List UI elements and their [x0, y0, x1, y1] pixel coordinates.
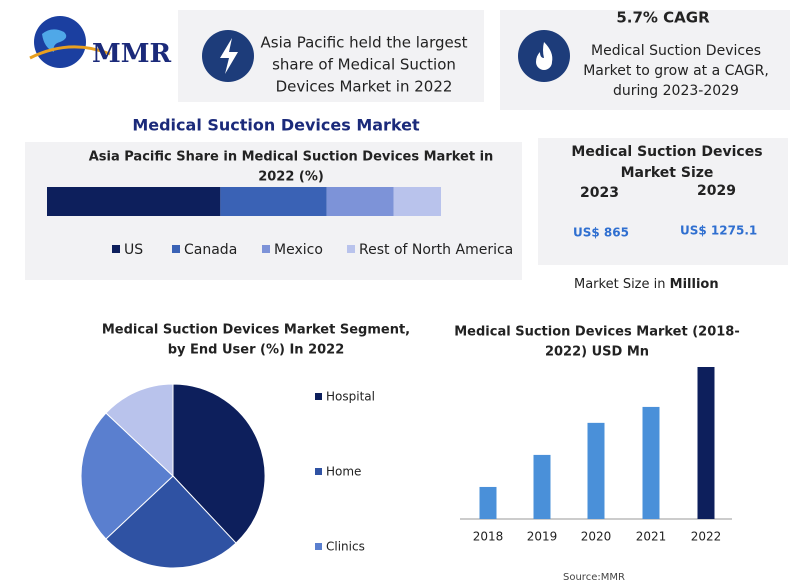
bolt-icon [220, 38, 238, 74]
legend-label: US [124, 242, 143, 258]
size-title: Market Size [621, 165, 714, 181]
size-note: Market Size in Million [574, 277, 719, 292]
bar [587, 422, 605, 519]
globe-land [42, 29, 67, 52]
main-title: Medical Suction Devices Market [132, 116, 420, 135]
bar-segment [393, 187, 441, 216]
pie-slice [80, 412, 174, 540]
logo-text: MMR [92, 39, 172, 69]
highlight-text: Asia Pacific held the largest [261, 34, 468, 52]
logo: MMR [29, 16, 172, 69]
bar-segment [220, 187, 327, 216]
chart-title: Asia Pacific Share in Medical Suction De… [89, 150, 494, 165]
highlight-text: during 2023-2029 [613, 83, 739, 99]
bar [697, 367, 715, 519]
year-label: 2029 [697, 183, 736, 199]
flame-icon [536, 42, 553, 70]
bar-segment [326, 187, 394, 216]
legend-swatch [315, 543, 322, 550]
pie-slice [172, 383, 266, 544]
x-tick-label: 2018 [473, 530, 504, 544]
legend-label: Canada [184, 242, 237, 258]
legend-label: Rest of North America [359, 242, 513, 258]
source: Source:MMR [563, 572, 625, 581]
pie-slice [105, 475, 237, 569]
legend-label: Hospital [326, 390, 375, 404]
highlight-text: Devices Market in 2022 [276, 78, 453, 96]
note-unit: Million [670, 277, 719, 292]
x-tick-label: 2019 [527, 530, 558, 544]
legend-swatch [315, 468, 322, 475]
chart-title: by End User (%) In 2022 [168, 343, 345, 358]
bar-segment [47, 187, 221, 216]
swoosh [29, 45, 111, 60]
size-value: US$ 865 [573, 226, 629, 240]
legend-swatch [262, 245, 270, 253]
legend-swatch [172, 245, 180, 253]
panel [538, 138, 788, 265]
bar [533, 454, 551, 519]
size-value: US$ 1275.1 [680, 224, 757, 238]
highlight-text: Market to grow at a CAGR, [583, 63, 769, 79]
bar [642, 406, 660, 519]
legend-label: Clinics [326, 540, 365, 554]
year-label: 2023 [580, 185, 619, 201]
legend-swatch [315, 393, 322, 400]
highlight-text: share of Medical Suction [272, 56, 456, 74]
pie-slice [105, 383, 174, 478]
cagr-title: 5.7% CAGR [616, 9, 710, 27]
chart-title: Medical Suction Devices Market Segment, [102, 323, 410, 338]
chart-title: 2022) USD Mn [545, 345, 649, 360]
chart-title: 2022 (%) [258, 170, 324, 185]
chart-title: Medical Suction Devices Market (2018- [454, 325, 740, 340]
legend-label: Home [326, 465, 361, 479]
legend-swatch [112, 245, 120, 253]
x-tick-label: 2022 [691, 530, 722, 544]
size-title: Medical Suction Devices [571, 144, 762, 160]
x-tick-label: 2021 [636, 530, 667, 544]
legend-swatch [347, 245, 355, 253]
note-text: Market Size in [574, 277, 666, 292]
highlight-text: Medical Suction Devices [591, 43, 761, 59]
bar [479, 486, 497, 519]
legend-label: Mexico [274, 242, 323, 258]
x-tick-label: 2020 [581, 530, 612, 544]
